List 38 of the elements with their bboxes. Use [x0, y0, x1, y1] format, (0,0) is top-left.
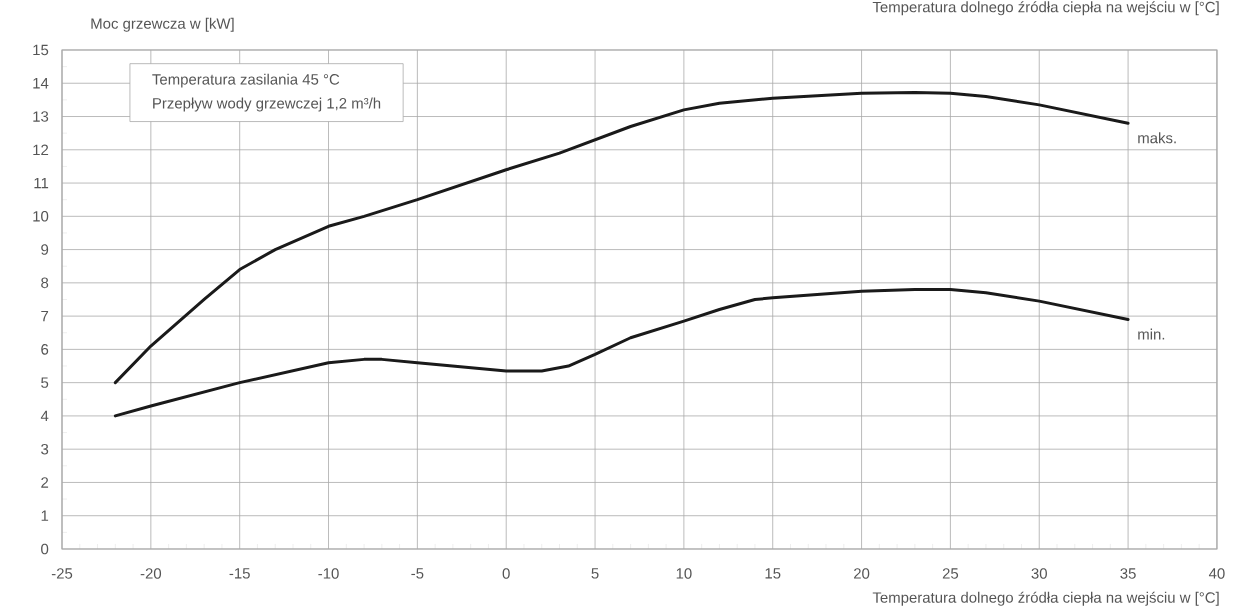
x-tick-label: -20	[140, 568, 162, 579]
y-tick-label: 14	[33, 78, 49, 89]
y-tick-label: 1	[41, 510, 49, 521]
line-series	[113, 288, 1130, 418]
annotation: Temperatura zasilania 45 °C	[152, 73, 340, 88]
x-axis-title: Temperatura dolnego źródła ciepła na wejściu w [°C]	[872, 591, 1219, 606]
x-tick-label: 30	[1031, 568, 1047, 579]
x-tick-label: -25	[51, 568, 73, 579]
y-tick-label: 3	[41, 443, 49, 455]
y-tick-label: 6	[41, 344, 49, 355]
annotation: Przepływ wody grzewczej 1,2 m³/h	[153, 97, 381, 112]
x-tick-label: -10	[318, 568, 339, 579]
x-tick-label: 5	[591, 568, 599, 579]
y-tick-label: 13	[33, 111, 49, 122]
text: Temperatura dolnego źródła ciepła na wejściu w [°C]	[872, 1, 1219, 16]
y-tick-label: 4	[40, 410, 49, 422]
x-tick-label: -15	[229, 568, 250, 579]
x-tick-label: 25	[942, 568, 959, 579]
x-tick-label: 35	[1120, 568, 1136, 579]
y-tick-label: 12	[33, 144, 49, 155]
series-label: min.	[1138, 328, 1165, 340]
y-tick-label: 0	[41, 543, 49, 555]
x-tick-label: 15	[765, 568, 781, 579]
y-tick-label: 15	[33, 44, 49, 56]
y-tick-label: 9	[41, 244, 49, 255]
y-tick-label: 5	[41, 377, 49, 388]
y-tick-label: 8	[41, 277, 49, 289]
y-tick-label: 7	[41, 310, 49, 322]
y-axis-title: Moc grzewcza w [kW]	[91, 17, 234, 32]
y-tick-label: 10	[33, 211, 49, 222]
series-label: maks.	[1138, 132, 1176, 144]
x-tick-label: 40	[1208, 568, 1225, 579]
x-tick-label: 0	[502, 568, 510, 579]
x-tick-label: 20	[854, 568, 870, 579]
x-tick-label: 10	[676, 568, 692, 579]
x-tick-label: -5	[411, 568, 424, 579]
y-tick-label: 11	[34, 177, 49, 189]
y-tick-label: 2	[41, 477, 49, 488]
